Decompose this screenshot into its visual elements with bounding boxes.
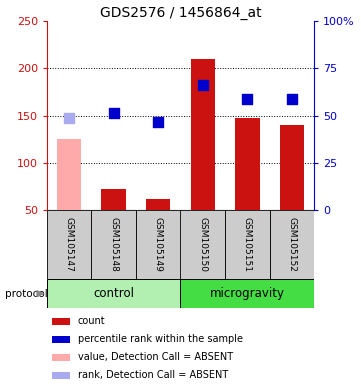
Bar [57,139,82,210]
Title: GDS2576 / 1456864_at: GDS2576 / 1456864_at [100,6,261,20]
Bar [235,118,260,210]
Text: GSM105152: GSM105152 [287,217,296,272]
Point [244,96,250,102]
Point [66,114,72,121]
Text: control: control [93,287,134,300]
Bar [146,199,170,210]
Bar [52,354,70,361]
Point [200,83,206,89]
Text: GSM105150: GSM105150 [198,217,207,272]
Text: microgravity: microgravity [210,287,285,300]
Bar [91,210,136,279]
Text: percentile rank within the sample: percentile rank within the sample [78,334,243,344]
Point [289,96,295,102]
Text: GSM105148: GSM105148 [109,217,118,272]
Bar [52,372,70,379]
Point [111,110,117,116]
Text: rank, Detection Call = ABSENT: rank, Detection Call = ABSENT [78,370,228,380]
Bar [270,210,314,279]
Point [155,119,161,126]
Text: GSM105149: GSM105149 [154,217,163,272]
Bar [279,125,304,210]
Bar [47,210,91,279]
Text: GSM105147: GSM105147 [65,217,74,272]
Bar [180,279,314,308]
Bar [180,210,225,279]
Text: count: count [78,316,105,326]
Bar [101,189,126,210]
Bar [191,59,215,210]
Text: protocol: protocol [5,289,47,299]
Bar [136,210,180,279]
Bar [225,210,270,279]
Text: value, Detection Call = ABSENT: value, Detection Call = ABSENT [78,352,233,362]
Text: GSM105151: GSM105151 [243,217,252,272]
Bar [52,336,70,343]
Bar [47,279,180,308]
Bar [52,318,70,325]
